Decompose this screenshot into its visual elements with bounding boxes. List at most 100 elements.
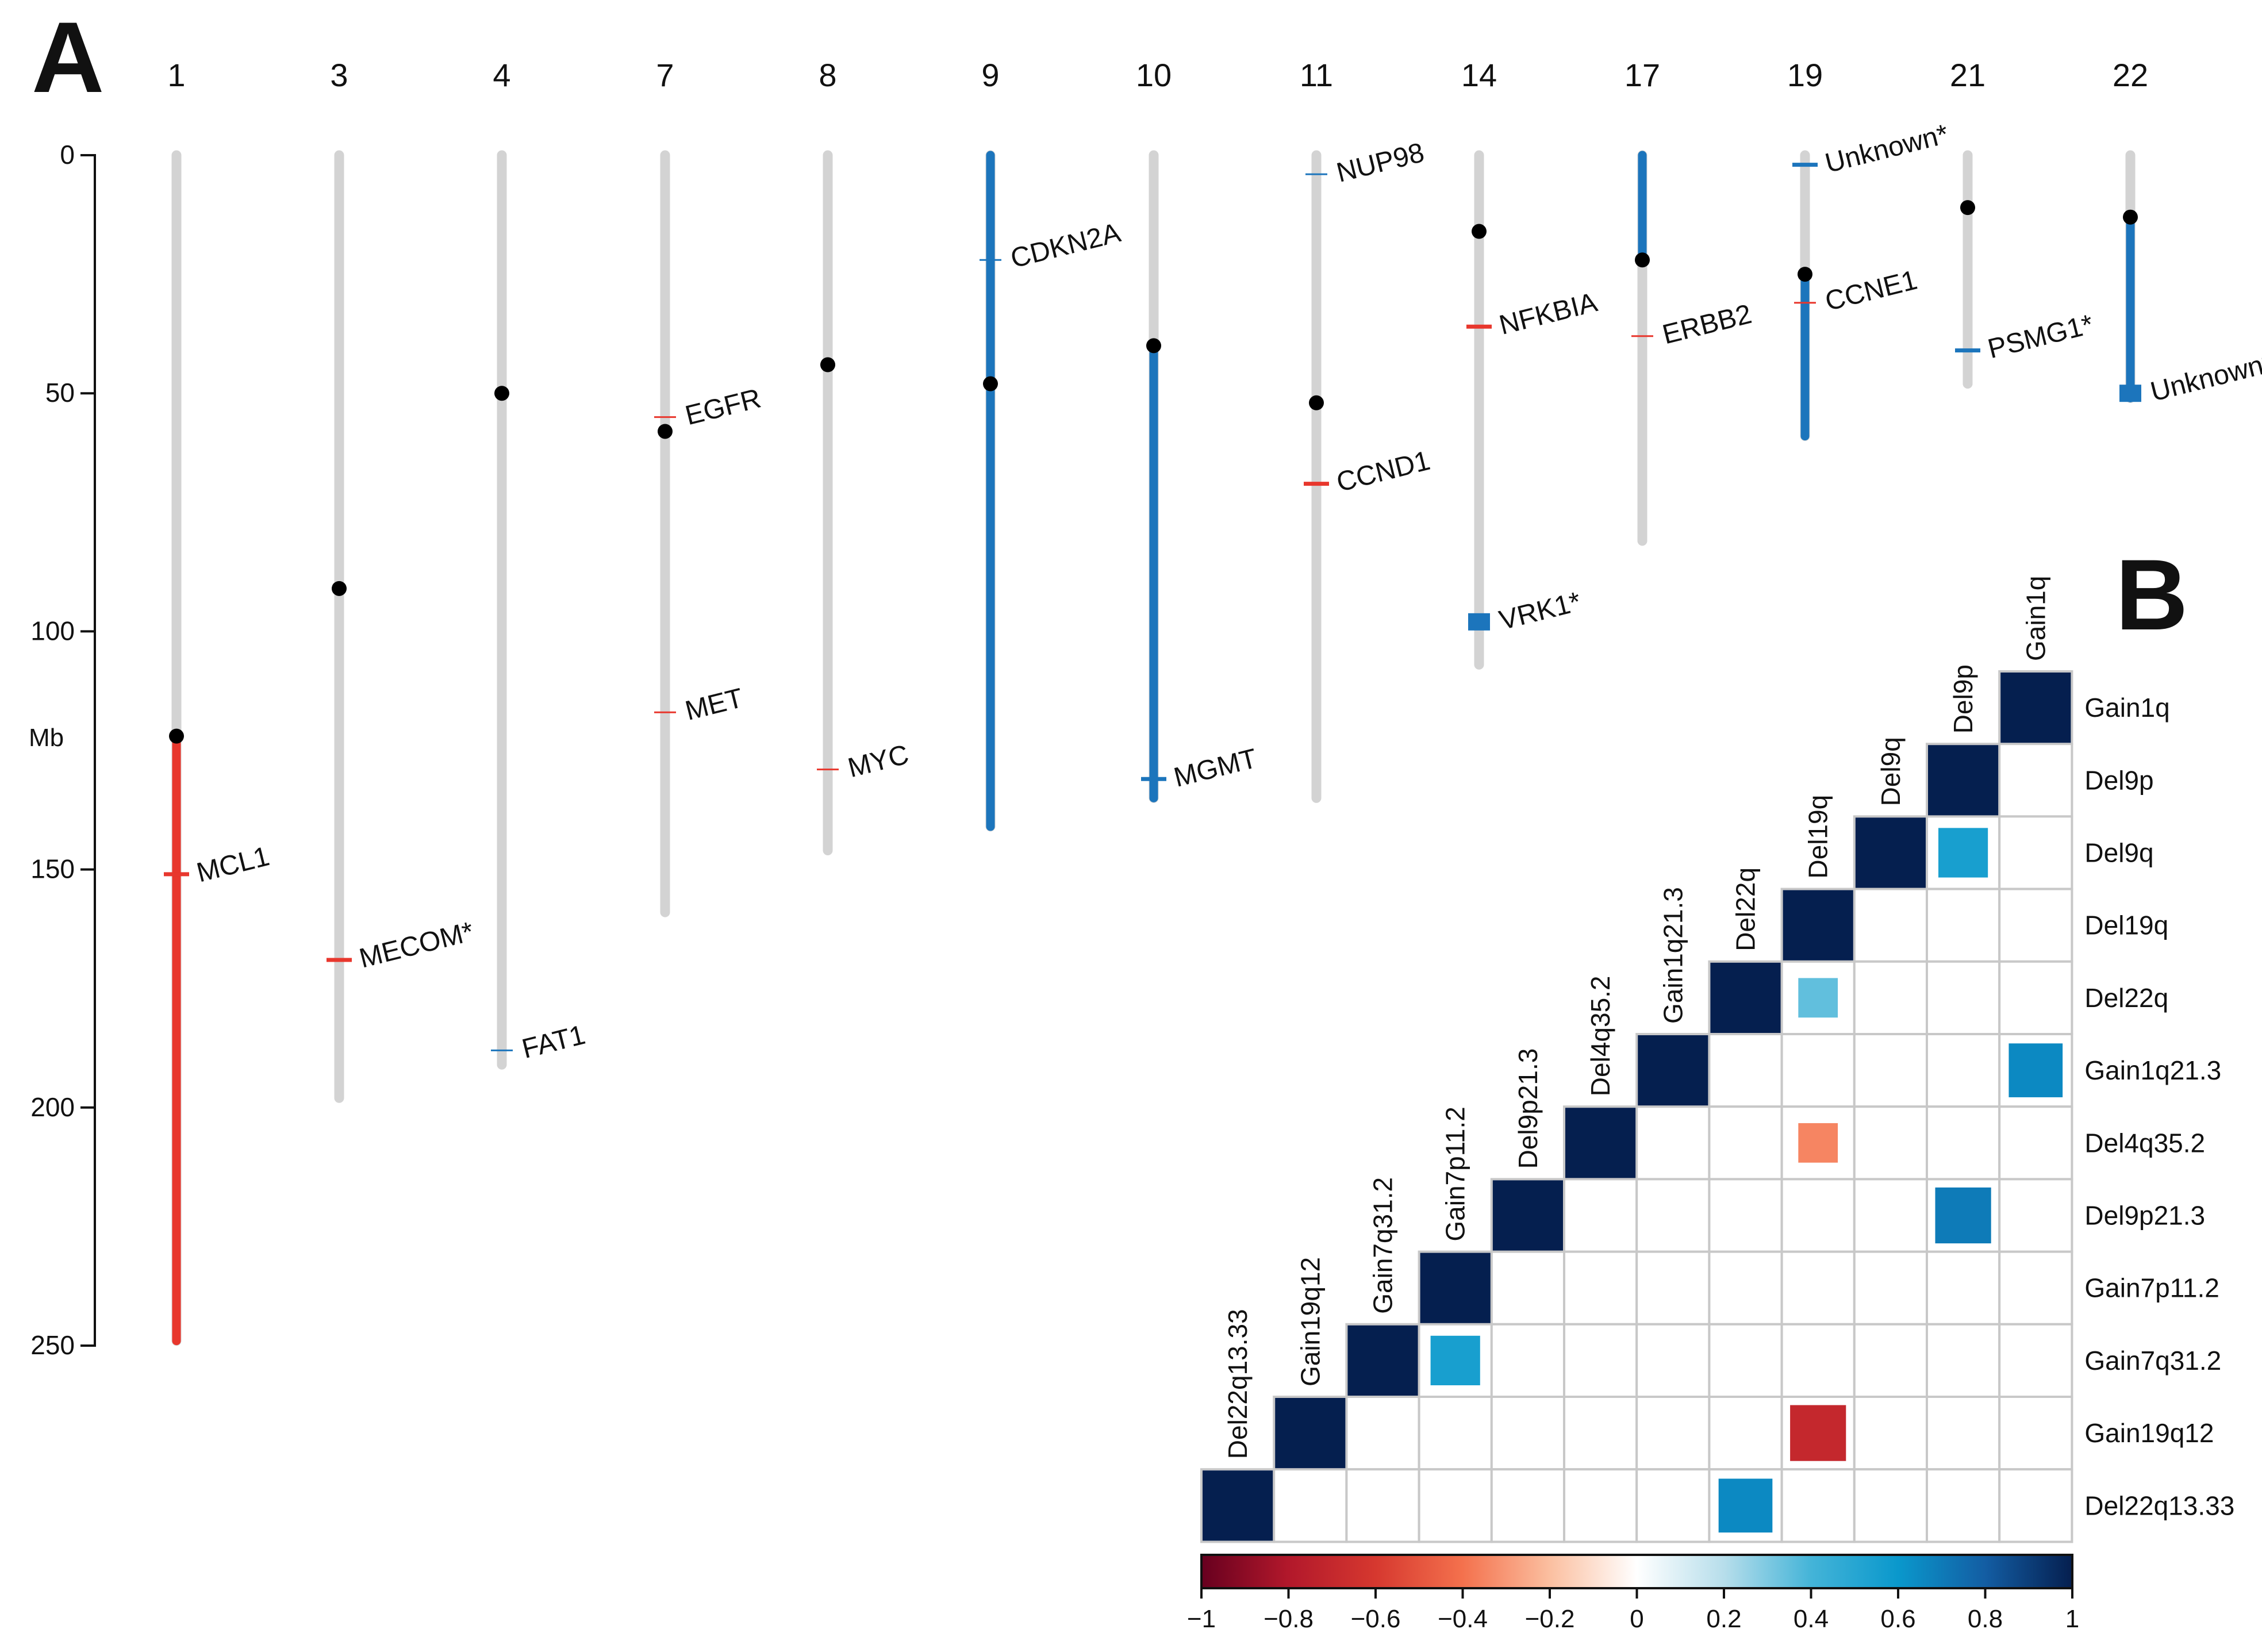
col-label-Gain1q21.3: Gain1q21.3 [1658, 887, 1688, 1024]
chromosome-label-21: 21 [1950, 57, 1986, 93]
col-label-Del9p21.3: Del9p21.3 [1513, 1048, 1543, 1169]
gene-label-7-1: MET [682, 683, 746, 727]
diag-cell-Del9q [1855, 817, 1926, 888]
colorbar-tick-label-2: −0.6 [1351, 1605, 1401, 1633]
gene-label-3-0: MECOM* [356, 916, 477, 974]
gene-label-8-0: MYC [845, 739, 912, 783]
chromosome-label-4: 4 [493, 57, 510, 93]
colorbar-tick-label-6: 0.2 [1706, 1605, 1741, 1633]
grid-cell-4-11 [1998, 960, 2073, 1036]
diag-cell-Gain1q21.3 [1638, 1035, 1708, 1106]
grid-cell-8-7 [1708, 1250, 1783, 1326]
grid-cell-8-11 [1998, 1250, 2073, 1326]
centromere-3 [332, 581, 347, 596]
col-label-Gain7p11.2: Gain7p11.2 [1441, 1107, 1470, 1241]
corr-cell-Del22q13.33-Del22q [1718, 1478, 1773, 1533]
centromere-17 [1635, 252, 1650, 268]
grid-cell-6-11 [1998, 1105, 2073, 1181]
chromosome-label-3: 3 [330, 57, 348, 93]
row-label-Del22q13.33: Del22q13.33 [2084, 1490, 2234, 1520]
chromosome-3: 3 MECOM* [327, 57, 477, 1103]
grid-cell-3-9 [1853, 888, 1929, 963]
colorbar-tick-label-5: 0 [1630, 1605, 1643, 1633]
panel-b-heatmap: Gain1qDel9pDel9qDel19qDel22qGain1q21.3De… [1187, 576, 2234, 1633]
grid-cell-5-10 [1926, 1033, 2001, 1108]
y-tick-label-50: 50 [45, 378, 75, 408]
centromere-19 [1798, 267, 1812, 282]
grid-cell-6-10 [1926, 1105, 2001, 1181]
grid-cell-8-5 [1563, 1250, 1638, 1326]
heatmap-row-labels: Gain1q Del9p Del9q Del19q Del22q Gain1q21.3 De… [2084, 693, 2234, 1520]
colorbar-tick-label-1: −0.8 [1264, 1605, 1314, 1633]
gene-label-7-0: EGFR [682, 383, 764, 432]
corr-cell-Del22q-Del19q [1798, 978, 1838, 1018]
gene-label-19-1: CCNE1 [1822, 265, 1921, 317]
grid-cell-11-4 [1490, 1468, 1566, 1543]
grid-cell-9-11 [1998, 1323, 2073, 1399]
grid-cell-11-6 [1635, 1468, 1711, 1543]
grid-cell-7-11 [1998, 1178, 2073, 1253]
grid-cell-7-9 [1853, 1178, 1929, 1253]
diag-cell-Gain7q31.2 [1347, 1325, 1418, 1396]
grid-cell-9-10 [1926, 1323, 2001, 1399]
chromosome-14: 14 NFKBIA VRK1* [1461, 57, 1600, 670]
col-label-Gain19q12: Gain19q12 [1295, 1257, 1325, 1386]
grid-cell-5-7 [1708, 1033, 1783, 1108]
diag-cell-Del9p [1928, 745, 1999, 816]
grid-cell-7-5 [1563, 1178, 1638, 1253]
corr-cell-Del4q35.2-Del19q [1798, 1123, 1838, 1163]
grid-cell-8-4 [1490, 1250, 1566, 1326]
chromosome-1: 1 MCL1 [164, 57, 272, 1346]
grid-cell-10-3 [1418, 1396, 1493, 1471]
chromosome-label-22: 22 [2113, 57, 2148, 93]
centromere-7 [658, 424, 673, 439]
col-label-Del4q35.2: Del4q35.2 [1585, 975, 1615, 1096]
grid-cell-8-8 [1780, 1250, 1856, 1326]
gene-label-11-1: CCND1 [1334, 445, 1433, 498]
grid-cell-10-9 [1853, 1396, 1929, 1471]
diag-cell-Gain19q12 [1275, 1398, 1346, 1469]
grid-cell-10-10 [1926, 1396, 2001, 1471]
chromosome-label-8: 8 [819, 57, 836, 93]
chromosome-4: 4 FAT1 [491, 57, 589, 1070]
diag-cell-Del4q35.2 [1565, 1108, 1636, 1178]
col-label-Gain7q31.2: Gain7q31.2 [1368, 1177, 1398, 1314]
gene-label-10-0: MGMT [1171, 743, 1260, 793]
grid-cell-11-2 [1345, 1468, 1420, 1543]
corr-cell-Gain19q12-Del19q [1790, 1405, 1846, 1461]
y-tick-label-200: 200 [30, 1092, 75, 1122]
colorbar-tick-label-7: 0.4 [1794, 1605, 1829, 1633]
col-label-Del9q: Del9q [1876, 737, 1906, 806]
gene-mark-14-1 [1468, 613, 1490, 631]
grid-cell-9-6 [1635, 1323, 1711, 1399]
y-axis-ticks: 0 50 100 150 200 250 [30, 140, 96, 1360]
centromere-9 [983, 376, 998, 391]
heatmap-col-labels: Del22q13.33 Gain19q12 Gain7q31.2 Gain7p11.2… [1223, 576, 2050, 1459]
grid-cell-11-1 [1273, 1468, 1348, 1543]
diag-cell-Del9p21.3 [1492, 1180, 1563, 1251]
centromere-8 [820, 357, 835, 372]
chromosome-21: 21 PSMG1* [1950, 57, 2096, 389]
grid-cell-5-8 [1780, 1033, 1856, 1108]
chromosome-label-14: 14 [1461, 57, 1497, 93]
chromosome-22: 22 Unknown* [2113, 57, 2262, 408]
y-tick-label-0: 0 [60, 140, 75, 170]
row-label-Del4q35.2: Del4q35.2 [2084, 1128, 2205, 1158]
diag-cell-Del19q [1783, 890, 1853, 961]
grid-cell-8-9 [1853, 1250, 1929, 1326]
chromosome-label-17: 17 [1625, 57, 1660, 93]
grid-cell-1-11 [1998, 743, 2073, 818]
centromere-10 [1146, 338, 1161, 354]
col-label-Gain1q: Gain1q [2021, 576, 2050, 661]
grid-cell-11-3 [1418, 1468, 1493, 1543]
grid-cell-4-10 [1926, 960, 2001, 1036]
grid-cell-7-6 [1635, 1178, 1711, 1253]
gene-label-9-0: CDKN2A [1008, 217, 1124, 274]
grid-cell-3-10 [1926, 888, 2001, 963]
row-label-Gain1q: Gain1q [2084, 693, 2169, 723]
grid-cell-11-11 [1998, 1468, 2073, 1543]
grid-cell-6-7 [1708, 1105, 1783, 1181]
gene-label-1-0: MCL1 [194, 841, 272, 888]
grid-cell-7-7 [1708, 1178, 1783, 1253]
grid-cell-11-8 [1780, 1468, 1856, 1543]
